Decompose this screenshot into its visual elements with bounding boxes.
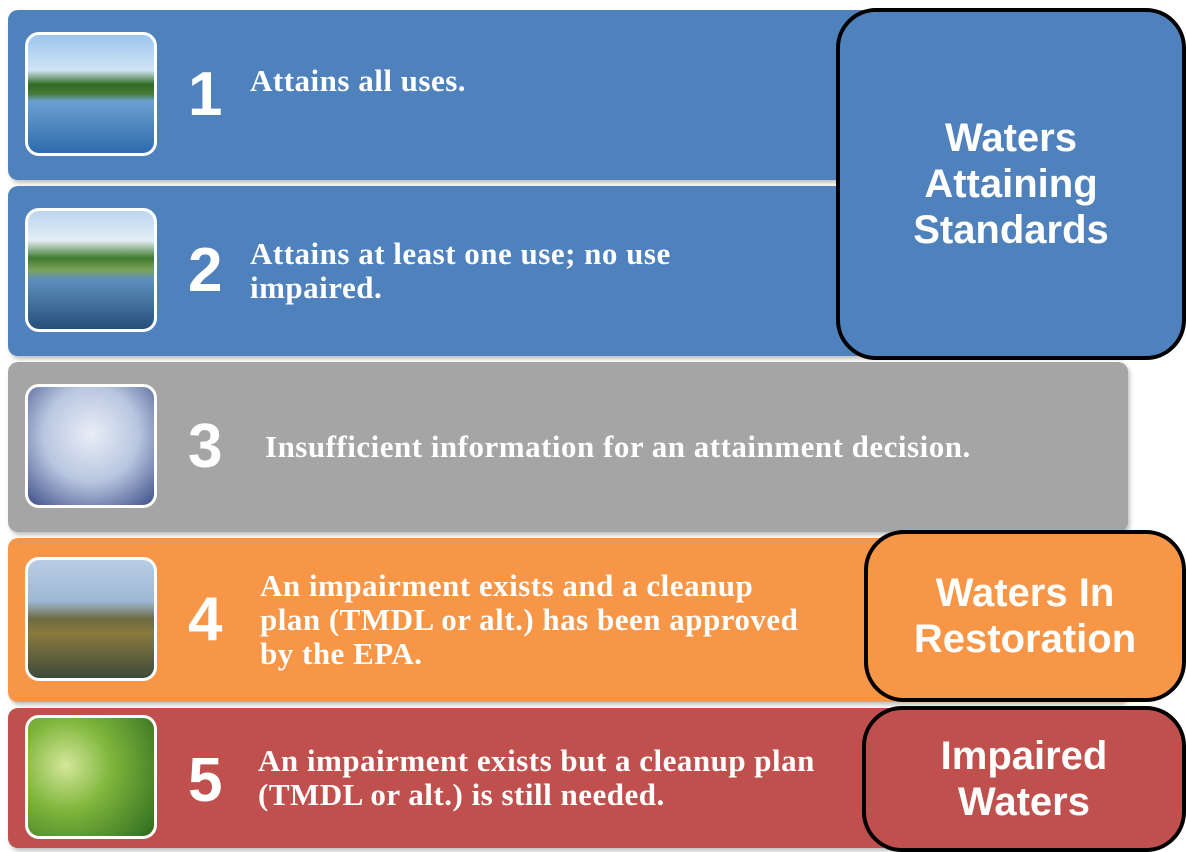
group-label: Impaired Waters [862, 706, 1186, 852]
item-number: 3 [188, 412, 223, 481]
item-text: An impairment exists but a cleanup plan … [258, 743, 815, 812]
thumbnail [25, 557, 157, 681]
item-text: Attains at least one use; no use impaire… [250, 236, 671, 305]
item-number: 1 [188, 60, 223, 129]
thumbnail [25, 715, 157, 839]
group-label: Waters In Restoration [864, 530, 1186, 702]
item-text: Insufficient information for an attainme… [265, 429, 971, 464]
item-text: An impairment exists and a cleanup plan … [260, 568, 799, 671]
thumbnail [25, 32, 157, 156]
item-number: 5 [188, 746, 223, 815]
group-label: Waters Attaining Standards [836, 8, 1186, 360]
thumbnail [25, 384, 157, 508]
item-number: 4 [188, 585, 223, 654]
band [8, 362, 1128, 532]
thumbnail [25, 208, 157, 332]
item-number: 2 [188, 236, 223, 305]
item-text: Attains all uses. [250, 63, 467, 98]
